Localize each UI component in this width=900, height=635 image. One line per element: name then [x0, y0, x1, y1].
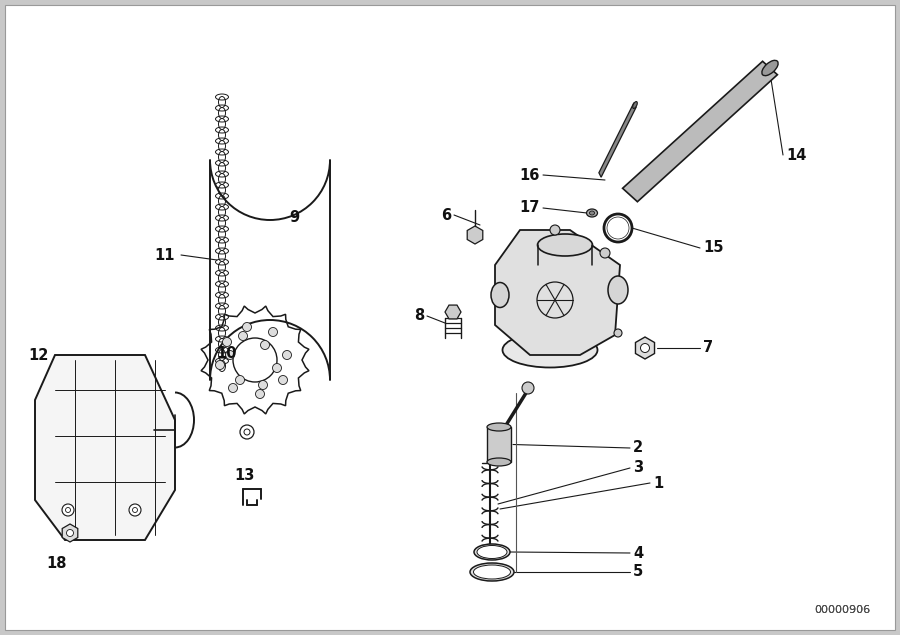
Ellipse shape	[470, 563, 514, 581]
Circle shape	[222, 337, 231, 347]
Text: 5: 5	[633, 565, 643, 580]
Polygon shape	[598, 103, 636, 177]
Text: 15: 15	[703, 241, 724, 255]
Text: 1: 1	[653, 476, 663, 490]
Circle shape	[236, 375, 245, 385]
Text: 10: 10	[217, 345, 237, 361]
Polygon shape	[495, 230, 620, 355]
Circle shape	[256, 389, 265, 399]
Text: 12: 12	[29, 347, 49, 363]
Circle shape	[238, 331, 248, 340]
Circle shape	[600, 248, 610, 258]
Circle shape	[260, 340, 269, 349]
Circle shape	[229, 384, 238, 392]
Text: 13: 13	[235, 467, 256, 483]
Ellipse shape	[608, 276, 628, 304]
Circle shape	[242, 323, 251, 331]
Text: 9: 9	[289, 210, 299, 225]
Circle shape	[215, 361, 224, 370]
Text: 8: 8	[414, 309, 424, 323]
Circle shape	[614, 329, 622, 337]
Text: 17: 17	[519, 201, 540, 215]
Circle shape	[67, 530, 74, 537]
Text: 00000906: 00000906	[814, 605, 870, 615]
Text: 16: 16	[519, 168, 540, 182]
Polygon shape	[623, 62, 778, 202]
Text: 3: 3	[633, 460, 643, 476]
Ellipse shape	[474, 544, 510, 560]
Bar	[487, 427, 511, 462]
Ellipse shape	[487, 423, 511, 431]
Text: 14: 14	[786, 147, 806, 163]
Circle shape	[226, 351, 235, 359]
Circle shape	[233, 338, 277, 382]
Circle shape	[278, 375, 287, 385]
Text: 4: 4	[633, 545, 643, 561]
Ellipse shape	[633, 102, 637, 109]
Circle shape	[62, 504, 74, 516]
Ellipse shape	[587, 209, 598, 217]
Text: 11: 11	[155, 248, 175, 262]
Ellipse shape	[487, 458, 511, 466]
Circle shape	[550, 225, 560, 235]
Circle shape	[283, 351, 292, 359]
Text: 2: 2	[633, 441, 643, 455]
Text: 6: 6	[441, 208, 451, 222]
Ellipse shape	[477, 545, 507, 559]
Ellipse shape	[607, 217, 629, 239]
Circle shape	[522, 382, 534, 394]
Polygon shape	[35, 355, 175, 540]
Circle shape	[258, 380, 267, 389]
Ellipse shape	[491, 283, 509, 307]
Text: 00000906: 00000906	[814, 605, 870, 615]
Ellipse shape	[590, 211, 595, 215]
Ellipse shape	[762, 60, 778, 76]
Ellipse shape	[473, 565, 510, 579]
Circle shape	[273, 363, 282, 373]
Ellipse shape	[502, 333, 598, 368]
Ellipse shape	[537, 234, 592, 256]
Text: 7: 7	[703, 340, 713, 356]
Circle shape	[641, 344, 650, 352]
Circle shape	[129, 504, 141, 516]
Text: 18: 18	[47, 556, 68, 570]
Circle shape	[268, 328, 277, 337]
